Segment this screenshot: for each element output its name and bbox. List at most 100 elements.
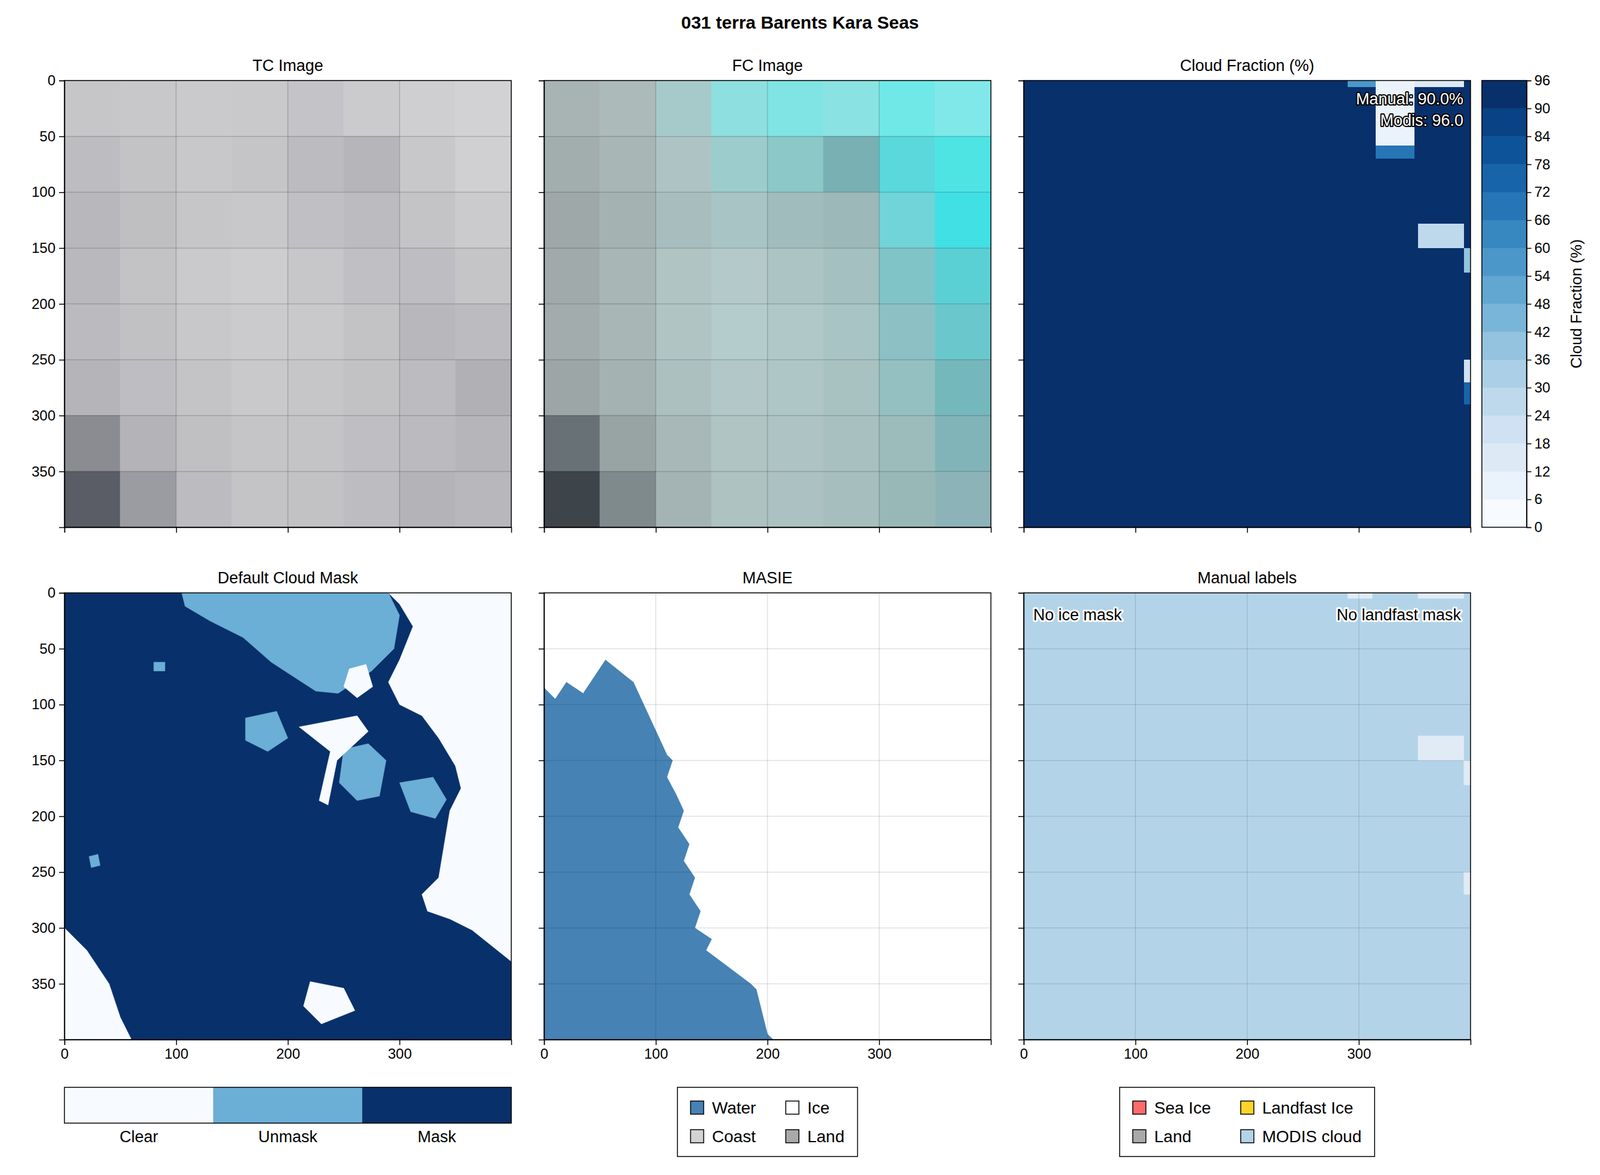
tick: 350	[31, 463, 65, 480]
tick-mark	[1526, 192, 1532, 194]
colorbar-segment	[362, 1087, 512, 1124]
image-cell	[544, 192, 601, 249]
image-cell	[288, 415, 345, 472]
tick-label: 350	[31, 463, 56, 480]
tick-mark	[1018, 303, 1024, 305]
region	[388, 592, 512, 962]
tick: 6	[1526, 490, 1543, 508]
heatmap-cell	[1375, 145, 1416, 159]
tick-label: 0	[47, 72, 56, 89]
tick	[538, 415, 545, 417]
tick-mark	[1358, 527, 1361, 533]
colorbar-label: Mask	[417, 1128, 457, 1147]
image-cell	[64, 471, 121, 528]
image-cell	[655, 192, 712, 249]
tick-mark	[1018, 80, 1024, 82]
grid-line	[544, 136, 991, 138]
plot-area	[544, 592, 991, 1040]
image-cell	[343, 80, 400, 137]
plot-frame	[1023, 592, 1471, 1040]
image-cell	[711, 192, 768, 249]
image-cell	[879, 248, 936, 305]
tick	[538, 983, 545, 985]
tick: 100	[164, 1039, 189, 1062]
tick-label: 250	[31, 863, 56, 880]
tick	[538, 592, 545, 594]
tick-mark	[1018, 136, 1024, 138]
image-cell	[175, 304, 233, 361]
tick-mark	[175, 1039, 178, 1046]
colorbar-segment	[1481, 192, 1527, 221]
tick-mark	[1135, 1039, 1137, 1046]
panel-title: Cloud Fraction (%)	[1180, 56, 1315, 75]
tick	[538, 192, 545, 193]
tick	[538, 80, 545, 82]
image-cell	[934, 415, 991, 472]
tick: 18	[1526, 435, 1551, 452]
region	[1463, 872, 1471, 895]
image-cell	[343, 415, 400, 472]
grid	[64, 80, 512, 528]
x-axis	[544, 527, 992, 533]
tick-mark	[1018, 471, 1024, 473]
tick-mark	[1018, 983, 1024, 985]
image-cell	[600, 304, 657, 361]
tick	[1018, 136, 1024, 138]
image-cell	[120, 359, 177, 416]
tick: 0	[1526, 519, 1543, 536]
tick-mark	[1526, 275, 1532, 277]
tick-mark	[59, 415, 65, 418]
tick: 78	[1526, 156, 1551, 173]
grid-line	[544, 927, 991, 929]
axis-line	[59, 593, 66, 1041]
x-axis	[1024, 527, 1472, 533]
tick-mark	[59, 136, 65, 138]
image-cell	[600, 415, 657, 472]
image-cell	[455, 136, 512, 193]
tick: 200	[31, 808, 65, 825]
tick	[1018, 471, 1024, 472]
tick-mark	[287, 527, 289, 533]
tick	[1018, 649, 1024, 650]
tick: 60	[1526, 239, 1551, 256]
image-cell	[934, 304, 991, 361]
colorbar-segment	[1481, 164, 1527, 193]
tick-mark	[1526, 387, 1532, 389]
category-colorbar: ClearUnmaskMask	[64, 1087, 512, 1147]
image-cell	[879, 359, 936, 416]
tick-mark	[59, 704, 65, 706]
axis-line	[1527, 81, 1532, 528]
region	[64, 592, 512, 1040]
region	[544, 659, 774, 1040]
region	[245, 711, 288, 752]
tick-label: 48	[1534, 295, 1551, 313]
colorbar-segment	[1481, 108, 1527, 137]
grid-line	[64, 247, 512, 249]
tick-mark	[1526, 499, 1532, 501]
tick-mark	[538, 303, 545, 305]
axis-line	[1024, 527, 1472, 534]
tick: 200	[276, 1039, 301, 1062]
image-cell	[399, 415, 456, 472]
tick-label: 0	[47, 584, 56, 601]
y-axis	[1018, 593, 1025, 1041]
legend-label: Ice	[807, 1098, 830, 1118]
tick-mark	[1018, 760, 1024, 762]
y-axis	[538, 593, 545, 1041]
colorbar-segment	[1481, 80, 1527, 109]
tick-mark	[538, 192, 545, 194]
image-cell	[823, 80, 880, 137]
image-cell	[232, 415, 289, 472]
image-cell	[399, 192, 456, 249]
tick-label: 150	[31, 752, 56, 769]
image-cell	[655, 415, 712, 472]
tick: 300	[867, 1039, 892, 1062]
tick-label: 66	[1534, 211, 1551, 228]
tick	[1018, 192, 1024, 193]
tick-mark	[538, 248, 545, 250]
image-cell	[120, 304, 177, 361]
tick: 300	[31, 407, 65, 424]
tick: 300	[387, 1039, 412, 1062]
axis-line	[1018, 81, 1025, 528]
image-cell	[455, 415, 512, 472]
